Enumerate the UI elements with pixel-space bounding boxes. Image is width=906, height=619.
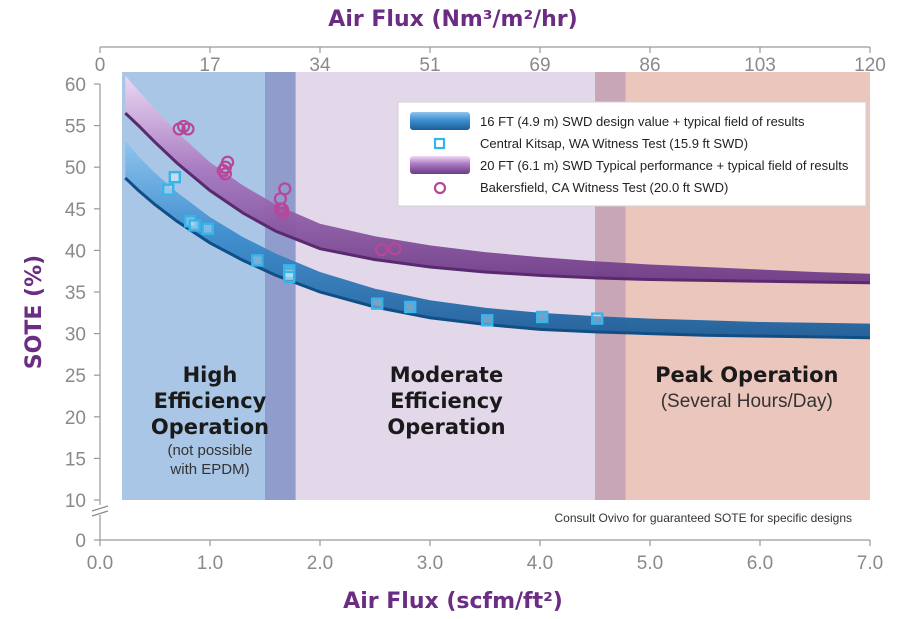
y-tick-label: 40: [65, 241, 86, 262]
legend-label-16ft: 16 FT (4.9 m) SWD design value + typical…: [480, 114, 805, 129]
top-tick-label: 17: [199, 55, 220, 76]
legend-circle-marker-icon: [433, 181, 447, 195]
y-tick-label: 50: [65, 158, 86, 179]
zone-title-high: Operation: [151, 415, 269, 439]
y-tick-label: 55: [65, 117, 86, 138]
y-tick-label: 30: [65, 325, 86, 346]
axis-break-icon: [91, 505, 109, 517]
top-tick-label: 51: [419, 55, 440, 76]
kitsap-data-point: [251, 254, 264, 267]
kitsap-data-point: [404, 300, 417, 314]
kitsap-data-point: [188, 219, 201, 232]
zone-subtitle-peak: (Several Hours/Day): [661, 391, 833, 412]
x-tick-label: 0.0: [87, 553, 113, 574]
y-tick-label: 20: [65, 408, 86, 429]
y-tick-label: 60: [65, 75, 86, 96]
axes: [91, 46, 870, 541]
y-tick-label: 45: [65, 200, 86, 221]
top-tick-label: 0: [95, 55, 106, 76]
x-tick-label: 5.0: [637, 553, 663, 574]
legend-box: [397, 101, 867, 207]
legend-purple-band-swatch: [410, 156, 470, 174]
kitsap-data-point: [536, 310, 549, 324]
y-tick-label: 25: [65, 366, 86, 387]
top-tick-labels: 0 17 34 51 69 86 103 120: [95, 47, 886, 76]
kitsap-data-point: [283, 270, 296, 284]
bakersfield-data-point: [276, 203, 290, 217]
band-20ft: [125, 75, 871, 283]
bakersfield-data-point: [181, 122, 195, 136]
zone-title-high: High: [183, 363, 238, 387]
bakersfield-data-point: [221, 155, 235, 169]
kitsap-data-point: [591, 312, 604, 325]
zone-subtitle-high: with EPDM): [169, 461, 249, 478]
y-tick-label: 0: [75, 531, 86, 552]
x-tick-label: 6.0: [747, 553, 773, 574]
legend: 16 FT (4.9 m) SWD design value + typical…: [397, 101, 867, 207]
top-tick-label: 120: [854, 55, 886, 76]
top-tick-label: 34: [309, 55, 331, 76]
bakersfield-data-point: [388, 242, 402, 256]
legend-label-bakersfield: Bakersfield, CA Witness Test (20.0 ft SW…: [480, 180, 728, 195]
kitsap-data-point: [168, 170, 182, 184]
zone-title-moderate: Moderate: [390, 363, 503, 387]
legend-label-central-kitsap: Central Kitsap, WA Witness Test (15.9 ft…: [480, 136, 748, 151]
witness-test-points: [161, 119, 604, 327]
consult-note: Consult Ovivo for guaranteed SOTE for sp…: [555, 511, 852, 525]
legend-label-20ft: 20 FT (6.1 m) SWD Typical performance + …: [480, 158, 849, 173]
x-tick-labels: 0.0 1.0 2.0 3.0 4.0 5.0 6.0 7.0: [87, 540, 883, 574]
top-axis-title: Air Flux (Nm³/m²/hr): [328, 7, 577, 32]
top-tick-label: 69: [529, 55, 550, 76]
kitsap-data-point: [481, 314, 494, 327]
kitsap-data-point: [371, 297, 384, 310]
band-lower-edge-16ft: [124, 176, 871, 340]
y-tick-labels: 0 10 15 20 25 30 35 40 45 50 55 60: [65, 75, 100, 552]
x-tick-label: 4.0: [527, 553, 553, 574]
y-tick-label: 10: [65, 491, 86, 512]
zone-overlap-1: [265, 72, 296, 500]
y-axis-title: SOTE (%): [22, 255, 47, 369]
y-tick-label: 35: [65, 283, 86, 304]
x-tick-label: 2.0: [307, 553, 333, 574]
x-tick-label: 1.0: [197, 553, 223, 574]
bakersfield-data-point: [375, 242, 389, 257]
kitsap-data-point: [201, 222, 215, 235]
legend-square-marker-icon: [433, 137, 446, 150]
x-tick-label: 7.0: [857, 553, 883, 574]
x-tick-label: 3.0: [417, 553, 443, 574]
y-tick-label: 15: [65, 449, 86, 470]
zone-title-high: Efficiency: [154, 389, 267, 413]
zone-title-moderate: Operation: [387, 415, 505, 439]
top-tick-label: 103: [744, 55, 776, 76]
bakersfield-data-point: [278, 182, 292, 196]
zone-title-peak: Peak Operation: [655, 363, 838, 387]
legend-blue-band-swatch: [410, 112, 470, 130]
top-tick-label: 86: [639, 55, 660, 76]
x-axis-title: Air Flux (scfm/ft²): [343, 589, 563, 614]
zone-high: [122, 72, 265, 500]
band-lower-edge-20ft: [124, 112, 871, 285]
zone-title-moderate: Efficiency: [390, 389, 503, 413]
zone-subtitle-high: (not possible: [167, 442, 252, 459]
kitsap-data-point: [161, 183, 175, 196]
performance-bands: [124, 75, 871, 340]
